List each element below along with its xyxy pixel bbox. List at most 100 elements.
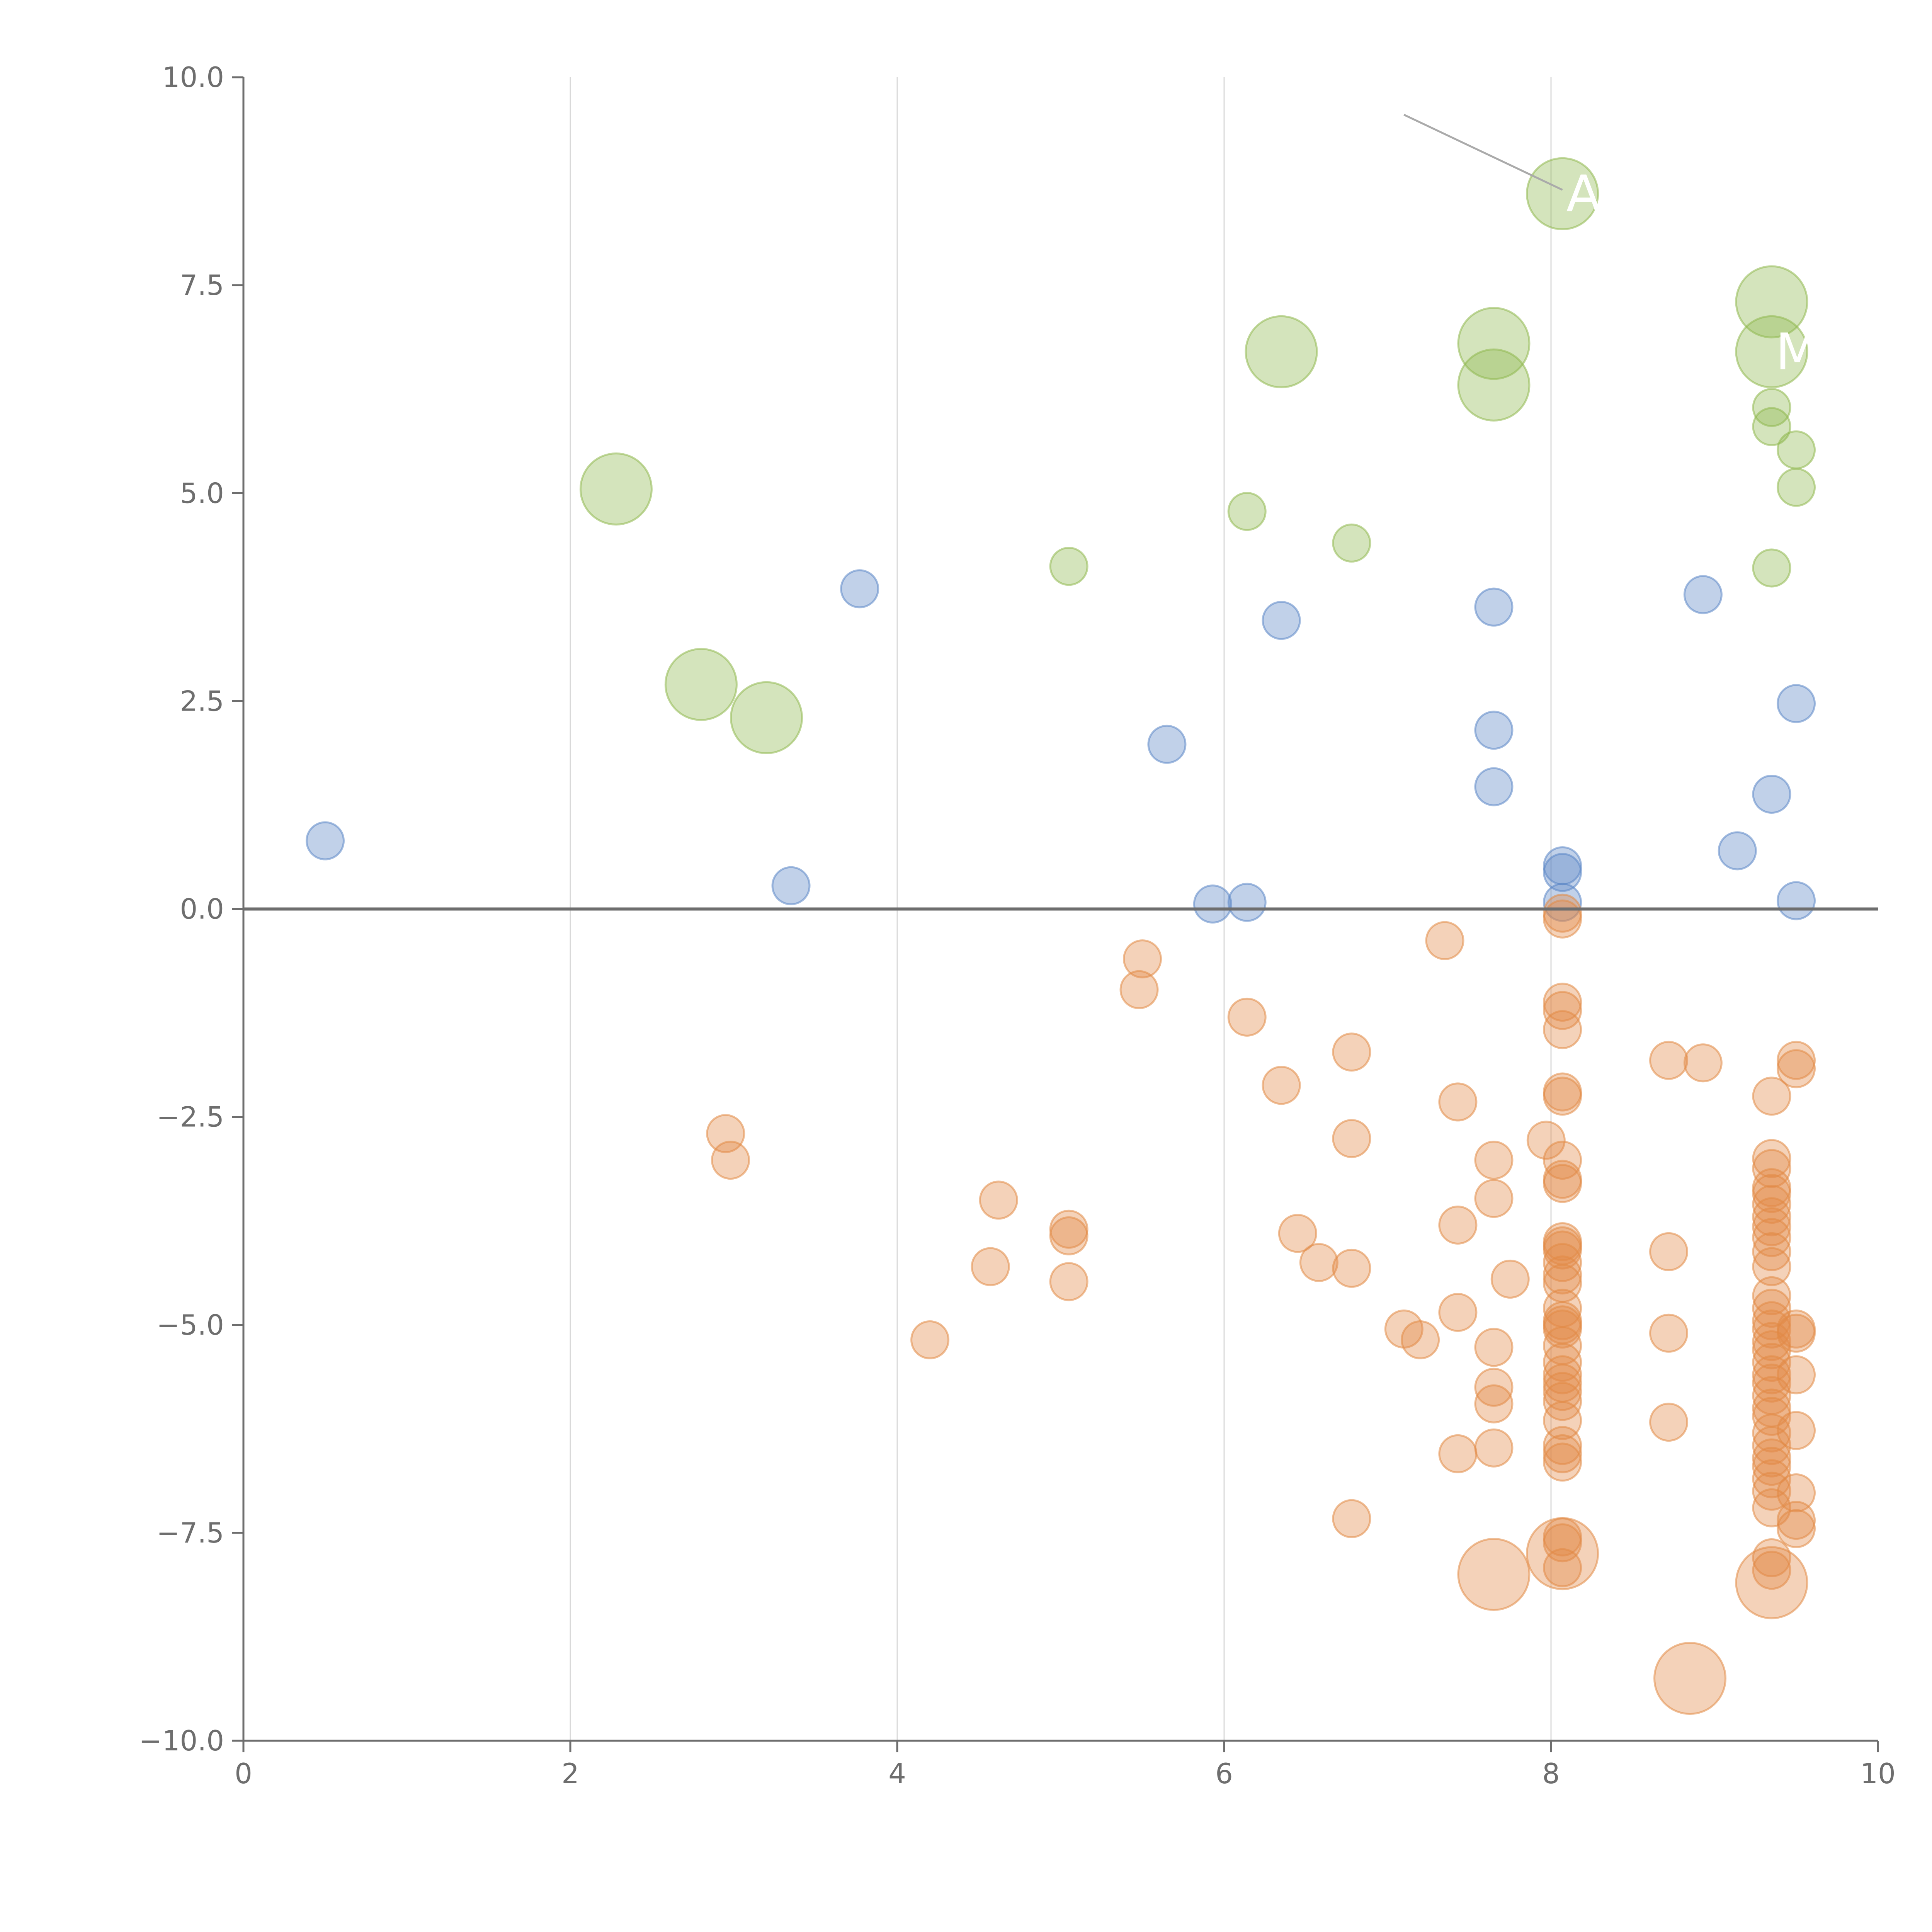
negative-point [979, 1180, 1018, 1220]
highlight-small-point [1227, 492, 1267, 531]
negative-point [711, 1141, 750, 1180]
negative-point [1752, 1174, 1791, 1213]
negative-large-point [1526, 1517, 1599, 1590]
y-tick-label: 0.0 [180, 893, 224, 925]
negative-large-point [1735, 1546, 1808, 1619]
negative-point [1332, 1032, 1371, 1072]
negative-point [1543, 899, 1582, 939]
highlight-small-point [1752, 548, 1791, 588]
negative-point [1543, 983, 1582, 1022]
negative-point [1752, 1322, 1791, 1361]
negative-point [1777, 1509, 1816, 1548]
negative-point [1474, 1367, 1514, 1407]
annotation-leader-line [1403, 114, 1563, 191]
positive-point [1227, 883, 1267, 922]
negative-point [1752, 1301, 1791, 1340]
negative-point [1438, 1434, 1478, 1473]
annotation-label: MIN [1776, 322, 1871, 381]
negative-point [1649, 1403, 1689, 1442]
negative-point [1543, 1077, 1582, 1116]
negative-point [1474, 1328, 1514, 1367]
negative-point [1119, 970, 1159, 1009]
negative-point [1299, 1243, 1338, 1282]
negative-point [1777, 1473, 1816, 1513]
negative-point [1543, 1243, 1582, 1282]
negative-point [1543, 1255, 1582, 1295]
positive-point [1474, 767, 1514, 806]
negative-point [1752, 1218, 1791, 1257]
positive-point [1543, 853, 1582, 892]
highlight-small-point [1752, 407, 1791, 446]
annotation-label: A [1566, 164, 1601, 223]
negative-point [1752, 1459, 1791, 1498]
negative-point [1649, 1232, 1689, 1271]
positive-point [1474, 711, 1514, 750]
negative-point [1490, 1259, 1530, 1299]
positive-point [306, 821, 345, 861]
negative-point [1543, 1426, 1582, 1465]
negative-point [1543, 1310, 1582, 1349]
negative-point [1752, 1232, 1791, 1271]
negative-point [1752, 1185, 1791, 1224]
positive-point [1718, 831, 1757, 871]
y-tick-label: −2.5 [156, 1101, 224, 1133]
negative-point [1543, 1442, 1582, 1482]
x-tick-label: 4 [888, 1757, 906, 1790]
negative-large-point [1457, 1538, 1531, 1611]
negative-point [1752, 1438, 1791, 1478]
annotation-leaders [1403, 114, 1563, 191]
highlight-large-point [1735, 265, 1808, 338]
positive-point [1543, 883, 1582, 922]
negative-point [1262, 1066, 1301, 1105]
positive-point [1777, 881, 1816, 920]
data-points [306, 157, 1816, 1715]
negative-point [1332, 1499, 1371, 1538]
negative-point [1543, 1164, 1582, 1203]
annotations: A MIN [1566, 164, 1871, 381]
negative-point [1543, 1343, 1582, 1382]
negative-point [1777, 1411, 1816, 1450]
y-tick-label: −10.0 [139, 1725, 224, 1757]
positive-point [1474, 587, 1514, 627]
negative-point [1752, 1197, 1791, 1236]
negative-point [1543, 1372, 1582, 1411]
highlight-small-point [1049, 547, 1088, 586]
negative-point [1649, 1041, 1689, 1080]
negative-point [1752, 1077, 1791, 1116]
negative-point [1777, 1313, 1816, 1353]
highlight-small-point [1777, 468, 1816, 507]
positive-point [1262, 601, 1301, 640]
highlight-large-point [1245, 315, 1318, 388]
negative-point [1683, 1043, 1723, 1083]
x-tick-label: 2 [561, 1757, 579, 1790]
positive-point [840, 569, 879, 609]
highlight-small-point [1777, 430, 1816, 469]
x-tick-label: 6 [1215, 1757, 1233, 1790]
positive-point [1683, 575, 1723, 614]
negative-point [1438, 1205, 1478, 1245]
negative-point [1543, 1355, 1582, 1395]
x-tick-label: 0 [235, 1757, 252, 1790]
negative-point [1425, 921, 1464, 960]
positive-point [1193, 884, 1232, 924]
negative-point [1752, 1247, 1791, 1286]
negative-point [1123, 939, 1162, 979]
y-tick-label: 7.5 [180, 269, 224, 301]
highlight-large-point [730, 681, 803, 754]
negative-point [1649, 1313, 1689, 1353]
positive-point [1752, 774, 1791, 814]
highlight-large-point [1457, 307, 1531, 380]
y-tick-label: −5.0 [156, 1309, 224, 1341]
y-tick-label: −7.5 [156, 1517, 224, 1549]
positive-point [1777, 684, 1816, 723]
negative-point [910, 1320, 950, 1359]
positive-point [1147, 724, 1187, 764]
positive-point [771, 866, 811, 905]
axes: −10.0 −7.5 −5.0 −2.5 0.0 2.5 5.0 7.5 10.0 0 2 4 6 8 10 [139, 61, 1895, 1790]
negative-point [1752, 1426, 1791, 1465]
negative-point [1332, 1248, 1371, 1288]
negative-point [1752, 1551, 1791, 1590]
negative-point [1049, 1262, 1088, 1301]
negative-point [1777, 1041, 1816, 1080]
